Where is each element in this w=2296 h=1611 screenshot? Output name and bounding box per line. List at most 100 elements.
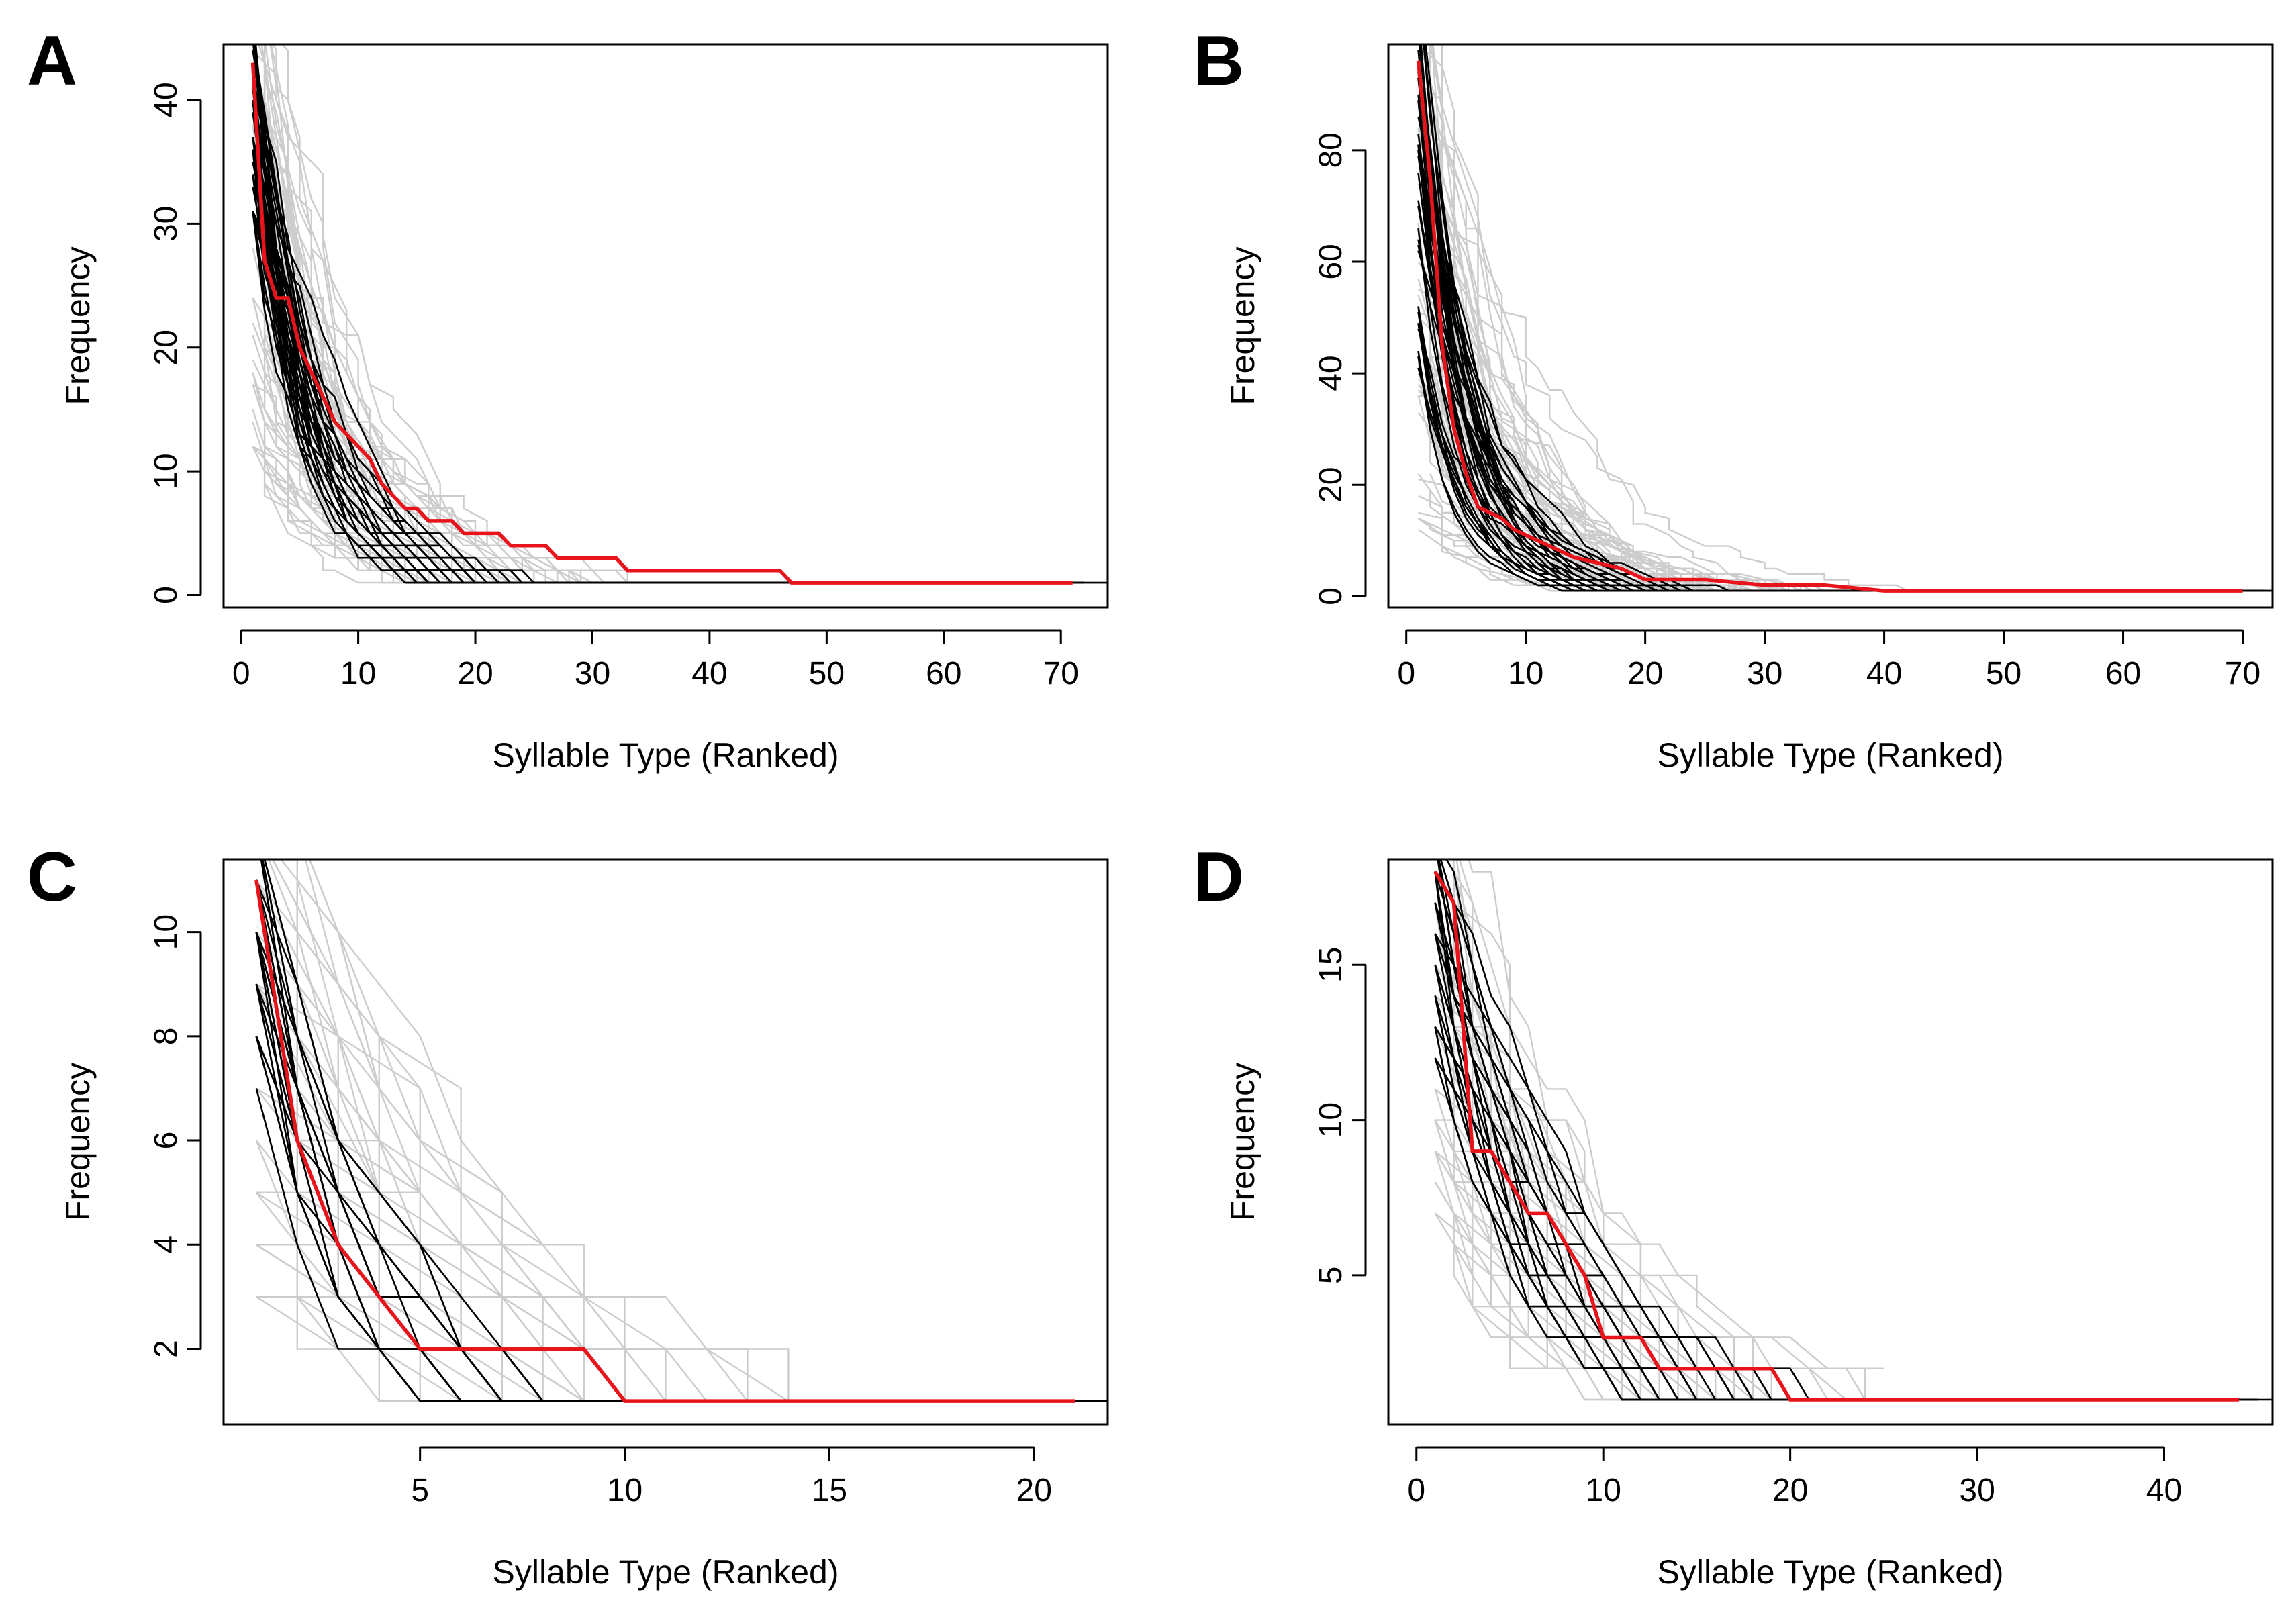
simulated-curve-grey <box>263 99 1073 584</box>
y-tick-label: 80 <box>1313 132 1349 168</box>
simulated-curve-grey <box>271 859 789 1402</box>
panel-letter: D <box>1194 838 1244 916</box>
simulated-curve-black <box>252 174 979 584</box>
simulated-curve-black <box>252 112 1014 584</box>
x-tick-label: 40 <box>2146 1473 2182 1508</box>
plot-frame <box>222 43 1109 609</box>
x-axis-title: Syllable Type (Ranked) <box>1657 736 2003 774</box>
simulated-curve-grey <box>263 62 897 584</box>
y-tick-label: 4 <box>148 1236 184 1254</box>
x-tick-label: 20 <box>1772 1473 1808 1508</box>
simulated-curve-grey <box>308 859 544 1246</box>
simulated-curve-grey <box>252 372 967 584</box>
simulated-curve-grey <box>1429 44 2099 592</box>
simulated-curve-grey <box>296 1140 1075 1402</box>
y-tick-label: 20 <box>1313 467 1349 503</box>
simulated-curve-grey <box>252 359 1096 584</box>
simulated-black-series <box>255 859 1108 1402</box>
simulated-curve-black <box>254 44 991 584</box>
simulated-curve-black <box>252 62 886 584</box>
y-tick-label: 20 <box>148 330 184 365</box>
x-tick-label: 70 <box>1043 656 1079 691</box>
x-tick-label: 40 <box>1866 656 1902 691</box>
y-tick-label: 10 <box>148 914 184 950</box>
simulated-curve-black <box>261 859 1035 1402</box>
simulated-curve-grey <box>1434 933 2273 1401</box>
y-tick-label: 0 <box>1313 587 1349 605</box>
x-tick-label: 60 <box>2105 656 2141 691</box>
x-tick-label: 0 <box>1407 1473 1425 1508</box>
simulated-curve-black <box>1417 133 2273 592</box>
panel-a: 0 10 20 30 40 50 60 70 0 10 20 30 40 Syllable Type (R… <box>27 22 1109 774</box>
plot-area <box>250 44 1108 585</box>
simulated-curve-black <box>252 87 1061 584</box>
simulated-curve-grey <box>263 310 956 584</box>
simulated-curve-black <box>253 44 1108 584</box>
x-axis-title: Syllable Type (Ranked) <box>492 1553 839 1591</box>
x-tick-label: 60 <box>926 656 961 691</box>
y-tick-label: 10 <box>1313 1102 1349 1138</box>
simulated-curve-black <box>255 1036 1035 1402</box>
observed-series-line <box>1416 60 2243 593</box>
x-tick-label: 10 <box>340 656 376 691</box>
simulated-curve-black <box>260 859 1108 1402</box>
simulated-curve-grey <box>255 931 1108 1402</box>
simulated-curve-black <box>1434 871 2034 1401</box>
y-tick-label: 40 <box>148 82 184 117</box>
simulated-curve-black <box>252 211 944 584</box>
simulated-curve-grey <box>296 1036 1075 1402</box>
x-tick-label: 30 <box>575 656 610 691</box>
x-tick-label: 0 <box>232 656 250 691</box>
simulated-curve-grey <box>1421 44 2183 592</box>
simulated-curve-black <box>255 932 789 1402</box>
simulated-curve-black <box>252 75 1002 584</box>
simulated-curve-black <box>252 99 932 584</box>
x-tick-label: 10 <box>1508 656 1543 691</box>
simulated-curve-grey <box>1417 395 2183 592</box>
simulated-black-series <box>1417 44 2273 592</box>
simulated-curve-black <box>255 932 789 1402</box>
simulated-curve-grey <box>263 224 1085 584</box>
simulated-curve-grey <box>296 1036 994 1402</box>
simulated-curve-grey <box>1458 859 2273 1401</box>
y-axis-title: Frequency <box>59 1063 97 1221</box>
plot-frame <box>222 858 1109 1426</box>
y-axis-title: Frequency <box>59 246 97 405</box>
simulated-curve-grey <box>255 1036 1035 1402</box>
observed-series-line <box>254 879 1075 1403</box>
x-tick-label: 50 <box>809 656 845 691</box>
simulated-grey-series <box>1417 44 2273 592</box>
simulated-curve-grey <box>308 859 1075 1402</box>
simulated-curve-grey <box>296 932 1075 1402</box>
panel-letter: B <box>1194 22 1244 100</box>
simulated-curve-black <box>255 932 953 1402</box>
y-tick-label: 6 <box>148 1132 184 1150</box>
simulated-curve-black <box>252 87 1049 584</box>
simulated-curve-black <box>252 44 1002 584</box>
simulated-curve-grey <box>264 285 1038 584</box>
simulated-curve-grey <box>255 1087 1035 1402</box>
x-tick-label: 30 <box>1747 656 1782 691</box>
y-tick-label: 30 <box>148 206 184 242</box>
simulated-curve-grey <box>263 248 920 584</box>
x-tick-label: 50 <box>1986 656 2021 691</box>
y-tick-label: 40 <box>1313 355 1349 391</box>
simulated-curve-grey <box>255 931 790 1402</box>
y-axis-title: Frequency <box>1224 246 1261 405</box>
y-tick-label: 15 <box>1313 947 1349 983</box>
panel-letter: C <box>27 838 77 916</box>
x-tick-label: 0 <box>1397 656 1415 691</box>
simulated-curve-black <box>1434 933 2258 1401</box>
simulated-curve-black <box>252 137 815 584</box>
simulated-curve-grey <box>263 99 1002 584</box>
observed-series-line <box>250 62 1073 585</box>
y-tick-label: 0 <box>148 586 184 604</box>
simulated-curve-grey <box>1453 871 2052 1401</box>
plot-frame <box>1387 43 2274 609</box>
plot-area <box>1433 859 2273 1402</box>
y-tick-label: 60 <box>1313 244 1349 279</box>
simulated-grey-series <box>1434 859 2273 1401</box>
panel-b: 0 10 20 30 40 50 60 70 0 20 40 60 80 Syllable Type (R… <box>1194 22 2274 774</box>
simulated-curve-grey <box>1434 1026 2220 1401</box>
